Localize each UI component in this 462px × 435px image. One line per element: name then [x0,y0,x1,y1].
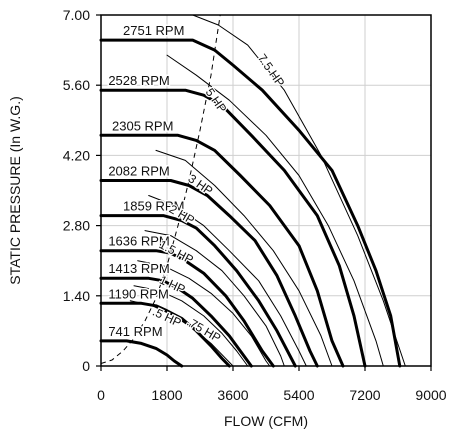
plot-frame [100,14,432,367]
hp-curve-7-5-hp [192,14,406,367]
hp-curve-1-hp [137,260,271,367]
rpm-curve-2528-rpm [99,88,367,368]
hp-curve-3-hp [155,149,333,367]
rpm-label: 1859 RPM [123,199,184,214]
rpm-curves [99,38,402,368]
x-axis-ticks: 0 1800 3600 5400 7200 9000 [97,366,447,403]
y-axis-ticks: 0 1.40 2.80 4.20 5.60 7.00 [63,7,101,374]
hp-curve-2-hp [148,195,307,367]
x-tick-label: 5400 [283,387,314,403]
dashed-system-curve [100,14,221,364]
hp-curve-1-5-hp [144,230,285,367]
rpm-curve-1859-rpm [99,214,297,368]
rpm-curve-2082-rpm [99,179,319,368]
hp-label: 7.5 HP [255,51,288,89]
y-tick-label: 2.80 [63,218,90,234]
rpm-label: 1190 RPM [108,286,168,301]
y-tick-label: 7.00 [63,7,90,23]
rpm-label: 2751 RPM [123,23,184,38]
hp-label: 2 HP [167,202,197,227]
y-axis-label: STATIC PRESSURE (In W.G.) [7,96,23,285]
hp-curve-75-hp [133,285,249,367]
rpm-label: 2305 RPM [112,118,173,133]
rpm-label: 1636 RPM [108,234,169,249]
y-tick-label: 1.40 [63,288,90,304]
hp-label: 3 HP [186,171,216,198]
y-tick-label: 0 [82,358,90,374]
rpm-curve-2305-rpm [99,133,345,368]
x-axis-label: FLOW (CFM) [224,413,308,429]
x-tick-label: 3600 [217,387,248,403]
x-tick-label: 9000 [415,387,446,403]
x-tick-label: 0 [97,387,105,403]
rpm-curve-1413-rpm [99,276,253,368]
rpm-curve-1636-rpm [99,249,275,368]
hp-curve-5-hp [166,54,384,367]
x-tick-label: 7200 [349,387,380,403]
rpm-curve-1190-rpm [99,301,231,368]
y-tick-label: 5.60 [63,77,90,93]
rpm-label: 1413 RPM [108,261,169,276]
horsepower-curves [129,14,406,367]
rpm-label: 2528 RPM [108,73,169,88]
x-tick-label: 1800 [151,387,182,403]
rpm-label: 741 RPM [108,324,162,339]
rpm-label: 2082 RPM [108,163,169,178]
system-curve-dashed [100,14,221,364]
rpm-curve-2751-rpm [99,38,402,368]
curve-labels: 2751 RPM 2528 RPM 2305 RPM 2082 RPM 1859 RPM… [107,22,289,347]
y-tick-label: 4.20 [63,147,90,163]
rpm-curve-741-rpm [99,339,184,368]
